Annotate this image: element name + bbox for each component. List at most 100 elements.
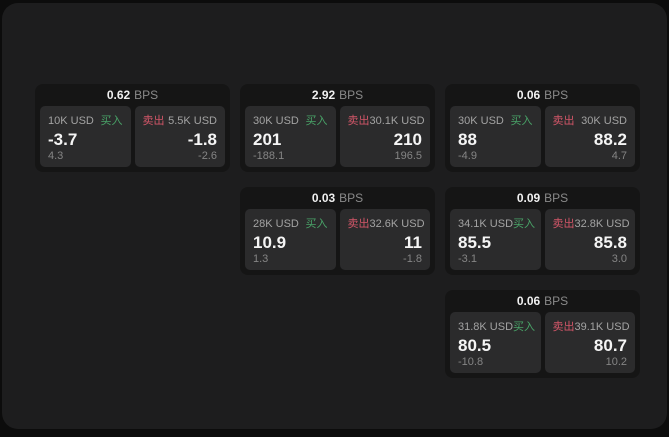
buy-delta: -10.8 (458, 356, 484, 368)
sell-panel-header: 卖出 32.8K USD (552, 215, 630, 231)
quote-panels: 10K USD 买入 -3.7 4.3 卖出 5.5K USD -1.8 -2.… (40, 106, 225, 167)
quote-panels: 30K USD 买入 201 -188.1 卖出 30.1K USD 210 1… (245, 106, 430, 167)
buy-panel-header: 10K USD 买入 (48, 112, 123, 128)
buy-panel[interactable]: 30K USD 买入 201 -188.1 (245, 106, 336, 167)
bps-header: 0.09 BPS (450, 187, 635, 209)
sell-panel-header: 卖出 30K USD (553, 112, 628, 128)
sell-panel[interactable]: 卖出 32.8K USD 85.8 3.0 (544, 209, 635, 270)
sell-amount-label: 39.1K USD (574, 321, 630, 333)
buy-badge: 买入 (100, 115, 123, 127)
sell-price: -1.8 (187, 130, 217, 149)
bps-value: 0.09 (516, 191, 541, 205)
sell-panel-header: 卖出 5.5K USD (143, 112, 218, 128)
bps-unit: BPS (339, 88, 364, 102)
sell-badge: 卖出 (552, 321, 575, 333)
sell-delta: 196.5 (394, 150, 422, 162)
quote-card: 0.62 BPS 10K USD 买入 -3.7 4.3 卖出 5.5K USD … (35, 84, 230, 172)
sell-badge: 卖出 (552, 115, 575, 127)
buy-delta: 1.3 (253, 253, 269, 265)
sell-amount-label: 30K USD (581, 115, 627, 127)
sell-panel[interactable]: 卖出 32.6K USD 11 -1.8 (339, 209, 430, 270)
bps-unit: BPS (544, 88, 569, 102)
buy-price: 80.5 (458, 336, 492, 355)
quote-panels: 31.8K USD 买入 80.5 -10.8 卖出 39.1K USD 80.… (450, 312, 635, 373)
quote-panels: 34.1K USD 买入 85.5 -3.1 卖出 32.8K USD 85.8… (450, 209, 635, 270)
quote-card: 0.09 BPS 34.1K USD 买入 85.5 -3.1 卖出 32.8K … (445, 187, 640, 275)
sell-delta: 3.0 (611, 253, 627, 265)
buy-price: 10.9 (253, 233, 287, 252)
sell-panel[interactable]: 卖出 30.1K USD 210 196.5 (339, 106, 430, 167)
quote-card: 0.06 BPS 30K USD 买入 88 -4.9 卖出 30K USD 88… (445, 84, 640, 172)
buy-amount-label: 30K USD (253, 115, 299, 127)
buy-price: -3.7 (48, 130, 78, 149)
sell-panel-header: 卖出 32.6K USD (347, 215, 425, 231)
bps-value: 0.06 (516, 294, 541, 308)
sell-amount-label: 5.5K USD (168, 115, 217, 127)
buy-panel[interactable]: 31.8K USD 买入 80.5 -10.8 (450, 312, 541, 373)
buy-panel[interactable]: 10K USD 买入 -3.7 4.3 (40, 106, 131, 167)
sell-amount-label: 32.6K USD (369, 218, 425, 230)
sell-amount-label: 32.8K USD (574, 218, 630, 230)
sell-badge: 卖出 (347, 218, 370, 230)
sell-price: 11 (404, 233, 422, 252)
bps-value: 0.03 (311, 191, 336, 205)
buy-panel-header: 30K USD 买入 (458, 112, 533, 128)
quote-card: 0.06 BPS 31.8K USD 买入 80.5 -10.8 卖出 39.1K… (445, 290, 640, 378)
sell-price: 88.2 (593, 130, 627, 149)
bps-value: 0.62 (106, 88, 131, 102)
buy-delta: 4.3 (48, 150, 64, 162)
bps-header: 0.06 BPS (450, 84, 635, 106)
buy-amount-label: 31.8K USD (458, 321, 514, 333)
bps-unit: BPS (339, 191, 364, 205)
buy-delta: -3.1 (458, 253, 477, 265)
sell-panel-header: 卖出 30.1K USD (347, 112, 425, 128)
buy-price: 201 (253, 130, 282, 149)
bps-header: 0.62 BPS (40, 84, 225, 106)
buy-price: 88 (458, 130, 477, 149)
sell-panel-header: 卖出 39.1K USD (552, 318, 630, 334)
buy-panel-header: 28K USD 买入 (253, 215, 328, 231)
buy-panel-header: 30K USD 买入 (253, 112, 328, 128)
buy-badge: 买入 (513, 218, 536, 230)
buy-badge: 买入 (305, 115, 328, 127)
sell-price: 85.8 (593, 233, 627, 252)
bps-header: 0.06 BPS (450, 290, 635, 312)
buy-badge: 买入 (510, 115, 533, 127)
buy-panel[interactable]: 28K USD 买入 10.9 1.3 (245, 209, 336, 270)
buy-panel[interactable]: 30K USD 买入 88 -4.9 (450, 106, 541, 167)
quote-card: 0.03 BPS 28K USD 买入 10.9 1.3 卖出 32.6K USD… (240, 187, 435, 275)
sell-delta: 4.7 (611, 150, 627, 162)
buy-panel-header: 31.8K USD 买入 (458, 318, 536, 334)
buy-delta: -4.9 (458, 150, 477, 162)
sell-panel[interactable]: 卖出 30K USD 88.2 4.7 (544, 106, 635, 167)
sell-price: 210 (393, 130, 422, 149)
buy-badge: 买入 (305, 218, 328, 230)
quote-card: 2.92 BPS 30K USD 买入 201 -188.1 卖出 30.1K U… (240, 84, 435, 172)
sell-amount-label: 30.1K USD (369, 115, 425, 127)
bps-header: 2.92 BPS (245, 84, 430, 106)
cards-grid: 0.62 BPS 10K USD 买入 -3.7 4.3 卖出 5.5K USD … (35, 84, 640, 378)
sell-price: 80.7 (593, 336, 627, 355)
buy-amount-label: 10K USD (48, 115, 94, 127)
sell-panel[interactable]: 卖出 5.5K USD -1.8 -2.6 (134, 106, 225, 167)
quote-panels: 28K USD 买入 10.9 1.3 卖出 32.6K USD 11 -1.8 (245, 209, 430, 270)
bps-unit: BPS (544, 191, 569, 205)
sell-panel[interactable]: 卖出 39.1K USD 80.7 10.2 (544, 312, 635, 373)
sell-delta: 10.2 (605, 356, 627, 368)
buy-panel[interactable]: 34.1K USD 买入 85.5 -3.1 (450, 209, 541, 270)
bps-value: 2.92 (311, 88, 336, 102)
sell-badge: 卖出 (347, 115, 370, 127)
bps-header: 0.03 BPS (245, 187, 430, 209)
buy-amount-label: 28K USD (253, 218, 299, 230)
sell-badge: 卖出 (552, 218, 575, 230)
bps-value: 0.06 (516, 88, 541, 102)
quote-panels: 30K USD 买入 88 -4.9 卖出 30K USD 88.2 4.7 (450, 106, 635, 167)
sell-delta: -1.8 (403, 253, 422, 265)
buy-price: 85.5 (458, 233, 492, 252)
buy-delta: -188.1 (253, 150, 285, 162)
bps-unit: BPS (134, 88, 159, 102)
sell-delta: -2.6 (198, 150, 217, 162)
buy-amount-label: 34.1K USD (458, 218, 514, 230)
buy-badge: 买入 (513, 321, 536, 333)
buy-panel-header: 34.1K USD 买入 (458, 215, 536, 231)
